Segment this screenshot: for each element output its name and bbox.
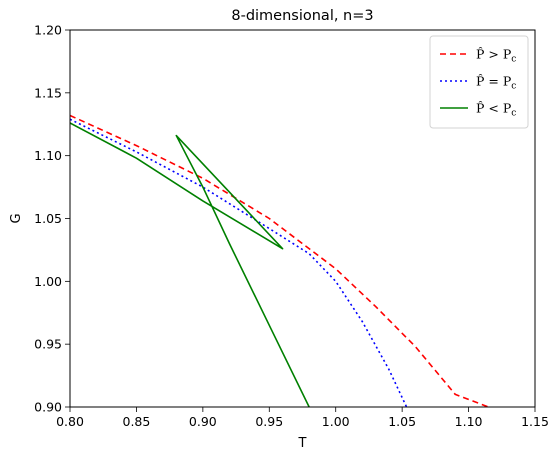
y-tick-label: 1.20 bbox=[34, 23, 62, 38]
legend-label-0: P̂ > Pc bbox=[476, 46, 516, 64]
x-tick-label: 1.10 bbox=[455, 414, 483, 429]
x-tick-label: 1.05 bbox=[388, 414, 416, 429]
x-axis-label: T bbox=[298, 436, 307, 451]
x-tick-label: 1.15 bbox=[521, 414, 549, 429]
legend-label-subscript: c bbox=[511, 55, 516, 65]
y-tick-label: 0.90 bbox=[34, 400, 62, 415]
chart-title: 8-dimensional, n=3 bbox=[231, 8, 373, 24]
y-tick-label: 1.10 bbox=[34, 148, 62, 163]
series-line-0 bbox=[70, 114, 491, 407]
legend-label-main: P̂ < P bbox=[476, 100, 511, 115]
axes-frame bbox=[69, 29, 536, 408]
series-layer bbox=[70, 114, 491, 407]
x-tick-label: 0.85 bbox=[123, 414, 151, 429]
x-tick-label: 0.80 bbox=[56, 414, 84, 429]
legend: P̂ > PcP̂ = PcP̂ < Pc bbox=[429, 35, 529, 129]
y-axis-label: G bbox=[9, 213, 24, 223]
x-tick-label: 0.90 bbox=[189, 414, 217, 429]
y-tick-label: 0.95 bbox=[34, 337, 62, 352]
y-tick-label: 1.05 bbox=[34, 211, 62, 226]
x-tick-label: 0.95 bbox=[255, 414, 283, 429]
legend-label-main: P̂ > P bbox=[476, 46, 511, 61]
y-tick-label: 1.15 bbox=[34, 85, 62, 100]
y-tick-label: 1.00 bbox=[34, 274, 62, 289]
legend-label-main: P̂ = P bbox=[476, 73, 511, 88]
legend-box bbox=[429, 35, 529, 129]
legend-label-2: P̂ < Pc bbox=[476, 100, 516, 118]
legend-label-subscript: c bbox=[511, 109, 516, 119]
series-line-2 bbox=[70, 122, 310, 407]
legend-label-subscript: c bbox=[511, 82, 516, 92]
legend-label-1: P̂ = Pc bbox=[476, 73, 516, 91]
x-tick-label: 1.00 bbox=[322, 414, 350, 429]
series-line-1 bbox=[70, 118, 429, 407]
